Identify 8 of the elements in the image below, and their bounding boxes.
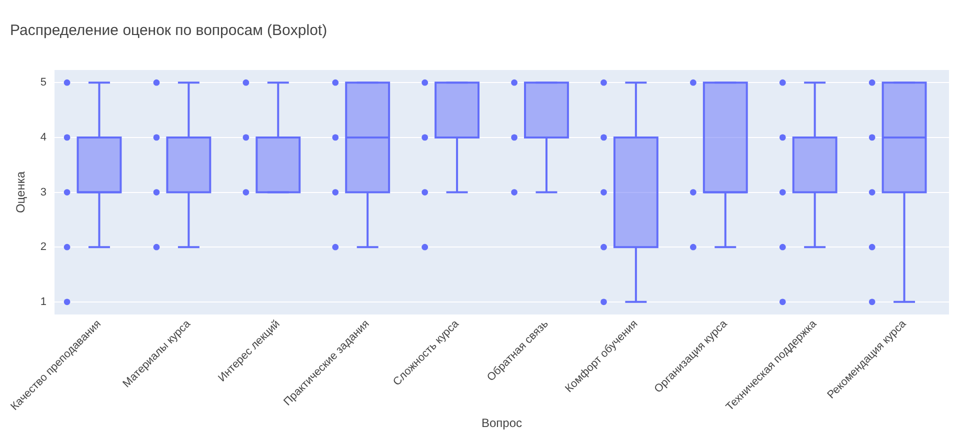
y-tick-label: 1	[40, 296, 47, 308]
y-tick-label: 4	[40, 131, 47, 144]
y-axis-title: Оценка	[14, 171, 28, 214]
x-axis-title: Вопрос	[481, 416, 522, 430]
y-tick-label: 2	[40, 241, 47, 254]
chart-title: Распределение оценок по вопросам (Boxplot)	[10, 22, 328, 40]
y-tick-label: 5	[40, 76, 47, 89]
y-tick-label: 3	[40, 186, 47, 198]
